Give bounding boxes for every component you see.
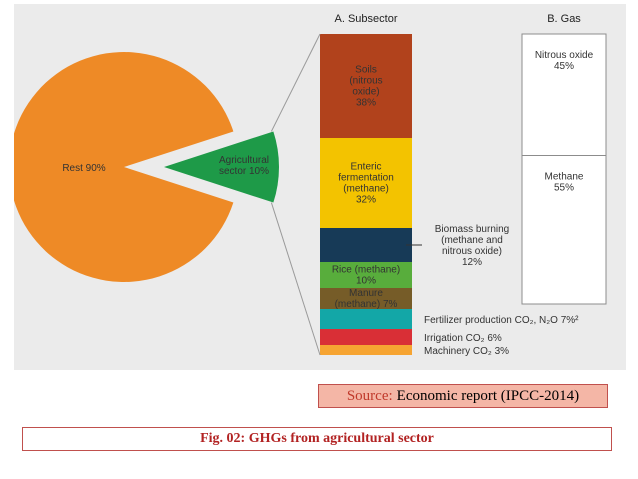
pie-slice-agricultural [164,131,279,203]
source-label: Source: [346,387,393,404]
pie-label-agricultural: Agricultural [219,155,269,166]
caption-text: Fig. 02: GHGs from agricultural sector [200,431,434,446]
gas-bar-nitrous-oxide [521,33,607,156]
connector-top [270,33,321,132]
subsector-bar-biomass [320,228,412,262]
subsector-label-soils: oxide) [352,87,379,98]
subsector-bar-rice [320,262,412,288]
subsector-label-manure: Manure [349,288,383,299]
subsector-label-rice: Rice (methane) [332,265,400,276]
side-label-fertilizer: Fertilizer production CO₂, N₂O 7%² [424,315,579,326]
subsector-bar-soils [320,34,412,138]
source-text: Economic report (IPCC-2014) [396,387,580,404]
gas-label-nitrous-oxide: 45% [554,61,574,72]
subsector-bar-irrigation [320,329,412,345]
subsector-label-enteric: 32% [356,195,376,206]
side-label-machinery: Machinery CO₂ 3% [424,346,509,357]
figure-caption: Fig. 02: GHGs from agricultural sector [22,427,612,451]
pie-label-rest: Rest 90% [62,163,105,174]
pie-slice-rest [14,52,234,282]
subsector-bar-fertilizer [320,309,412,329]
gas-header: B. Gas [547,13,581,25]
subsector-label-manure: (methane) 7% [335,299,398,310]
gas-label-methane: Methane [545,172,584,183]
subsector-bar-manure [320,288,412,309]
subsector-header: A. Subsector [335,13,398,25]
subsector-label-enteric: Enteric [350,162,381,173]
subsector-label-soils: Soils [355,65,377,76]
subsector-label-soils: 38% [356,98,376,109]
side-label-biomass: 12% [462,257,482,268]
gas-label-nitrous-oxide: Nitrous oxide [535,50,594,61]
subsector-label-enteric: fermentation [338,173,394,184]
side-label-irrigation: Irrigation CO₂ 6% [424,333,502,344]
side-label-biomass: (methane and [441,235,503,246]
subsector-bar-machinery [320,345,412,355]
subsector-bar-enteric [320,138,412,228]
source-box: Source: Economic report (IPCC-2014) [318,384,608,408]
subsector-label-rice: 10% [356,276,376,287]
connector-bottom [270,202,321,356]
gas-label-methane: 55% [554,183,574,194]
side-label-biomass: Biomass burning [435,224,509,235]
subsector-label-enteric: (methane) [343,184,389,195]
side-label-biomass: nitrous oxide) [442,246,502,257]
subsector-label-soils: (nitrous [349,76,382,87]
chart-figure: Rest 90% Agricultural sector 10% A. Subsect… [14,4,626,370]
gas-bar-methane [521,155,607,305]
pie-label-agricultural: sector 10% [219,166,269,177]
